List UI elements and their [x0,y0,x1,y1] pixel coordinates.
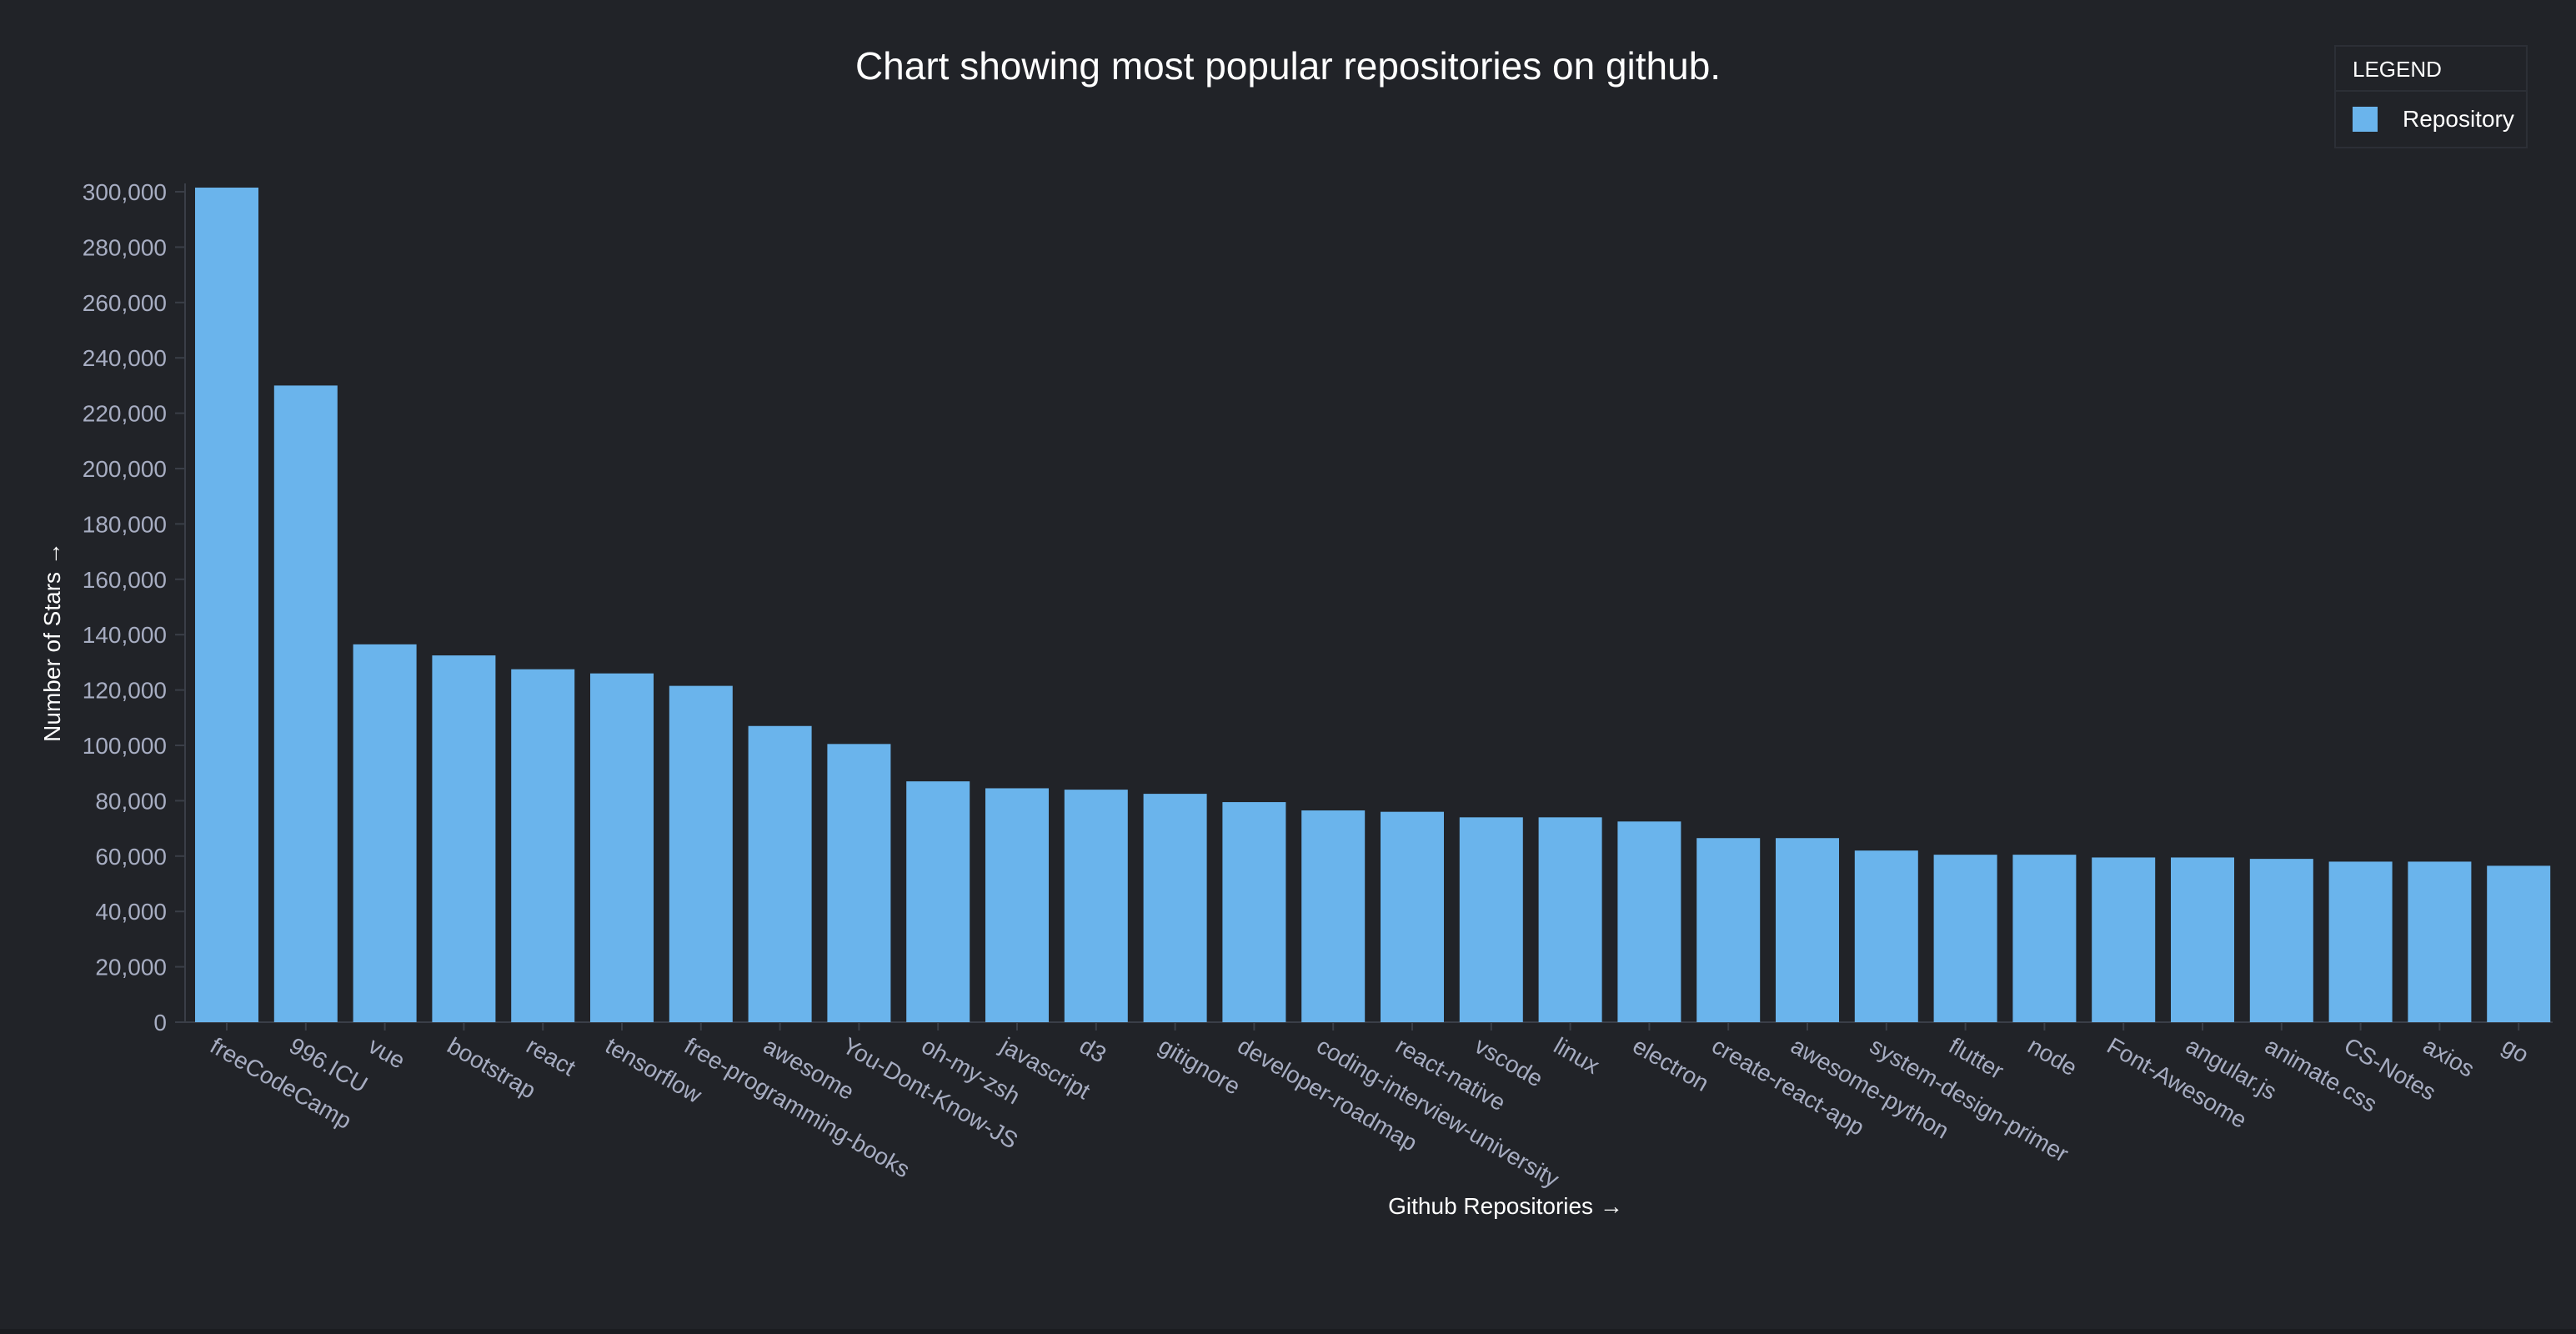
bar-javascript[interactable] [985,788,1049,1022]
bar-react[interactable] [511,669,575,1022]
x-tick-label: d3 [1075,1032,1110,1067]
legend-title: LEGEND [2336,47,2526,92]
y-tick-label: 180,000 [83,511,167,537]
bar-tensorflow[interactable] [590,673,654,1022]
y-tick-label: 220,000 [83,401,167,427]
bar-awesome[interactable] [748,725,812,1022]
bar-node[interactable] [2012,855,2077,1022]
y-tick-label: 60,000 [95,844,167,870]
y-tick-label: 240,000 [83,345,167,371]
bar-developer-roadmap[interactable] [1222,802,1286,1022]
bar-freecodecamp[interactable] [195,188,258,1022]
x-axis-label: Github Repositories → [1388,1193,1623,1219]
bar-oh-my-zsh[interactable] [906,781,970,1022]
legend: LEGEND Repository [2334,45,2528,148]
legend-item-repository[interactable]: Repository [2336,92,2526,147]
y-axis-label: Number of Stars → [39,542,65,742]
bar-you-dont-know-js[interactable] [827,744,891,1022]
y-tick-label: 20,000 [95,955,167,980]
bar-cs-notes[interactable] [2328,861,2393,1022]
bar-series [195,188,2551,1022]
y-axis-ticks: 0 20,000 40,000 60,000 80,000 100,000 120,000 1… [83,179,185,1036]
bar-font-awesome[interactable] [2092,857,2156,1022]
x-tick-label: freeCodeCamp [206,1032,356,1134]
x-tick-label: go [2498,1032,2533,1067]
bar-axios[interactable] [2408,861,2472,1022]
bar-d3[interactable] [1064,790,1128,1022]
bar-animate-css[interactable] [2249,859,2313,1022]
bar-996-icu[interactable] [273,385,338,1022]
bar-create-react-app[interactable] [1696,838,1761,1022]
y-tick-label: 0 [153,1010,167,1036]
bar-react-native[interactable] [1381,811,1444,1022]
y-tick-label: 80,000 [95,788,167,814]
y-tick-label: 300,000 [83,179,167,205]
x-tick-label: Font-Awesome [2102,1032,2251,1133]
bar-free-programming-books[interactable] [669,685,733,1022]
y-tick-label: 100,000 [83,733,167,759]
bar-angular-js[interactable] [2171,857,2234,1022]
x-tick-label: axios [2418,1032,2478,1082]
bar-vscode[interactable] [1459,817,1523,1022]
bar-flutter[interactable] [1933,855,1997,1022]
y-tick-label: 140,000 [83,622,167,648]
bar-gitignore[interactable] [1143,794,1207,1022]
x-tick-label: electron [1628,1032,1713,1096]
legend-swatch [2353,107,2378,132]
y-tick-label: 40,000 [95,899,167,925]
bar-system-design-primer[interactable] [1854,850,1918,1022]
y-tick-label: 280,000 [83,234,167,260]
x-tick-label: vue [364,1032,410,1073]
bar-vue[interactable] [353,644,417,1022]
bar-coding-interview-university[interactable] [1301,810,1366,1022]
bar-bootstrap[interactable] [432,655,496,1022]
bar-awesome-python[interactable] [1776,838,1839,1022]
bar-linux[interactable] [1538,817,1602,1022]
y-tick-label: 260,000 [83,290,167,316]
chart-title: Chart showing most popular repositories … [854,44,1722,88]
x-tick-label: node [2023,1032,2081,1081]
y-tick-label: 200,000 [83,456,167,482]
legend-label: Repository [2403,106,2514,132]
x-tick-label: gitignore [1155,1032,1245,1100]
bar-go[interactable] [2487,865,2551,1022]
x-tick-label: bootstrap [443,1032,540,1103]
x-tick-label: linux [1550,1032,1604,1079]
x-tick-label: react [522,1032,580,1081]
bar-electron[interactable] [1617,821,1681,1022]
y-tick-label: 120,000 [83,678,167,704]
footer-strip [0,1329,2576,1334]
y-tick-label: 160,000 [83,567,167,593]
